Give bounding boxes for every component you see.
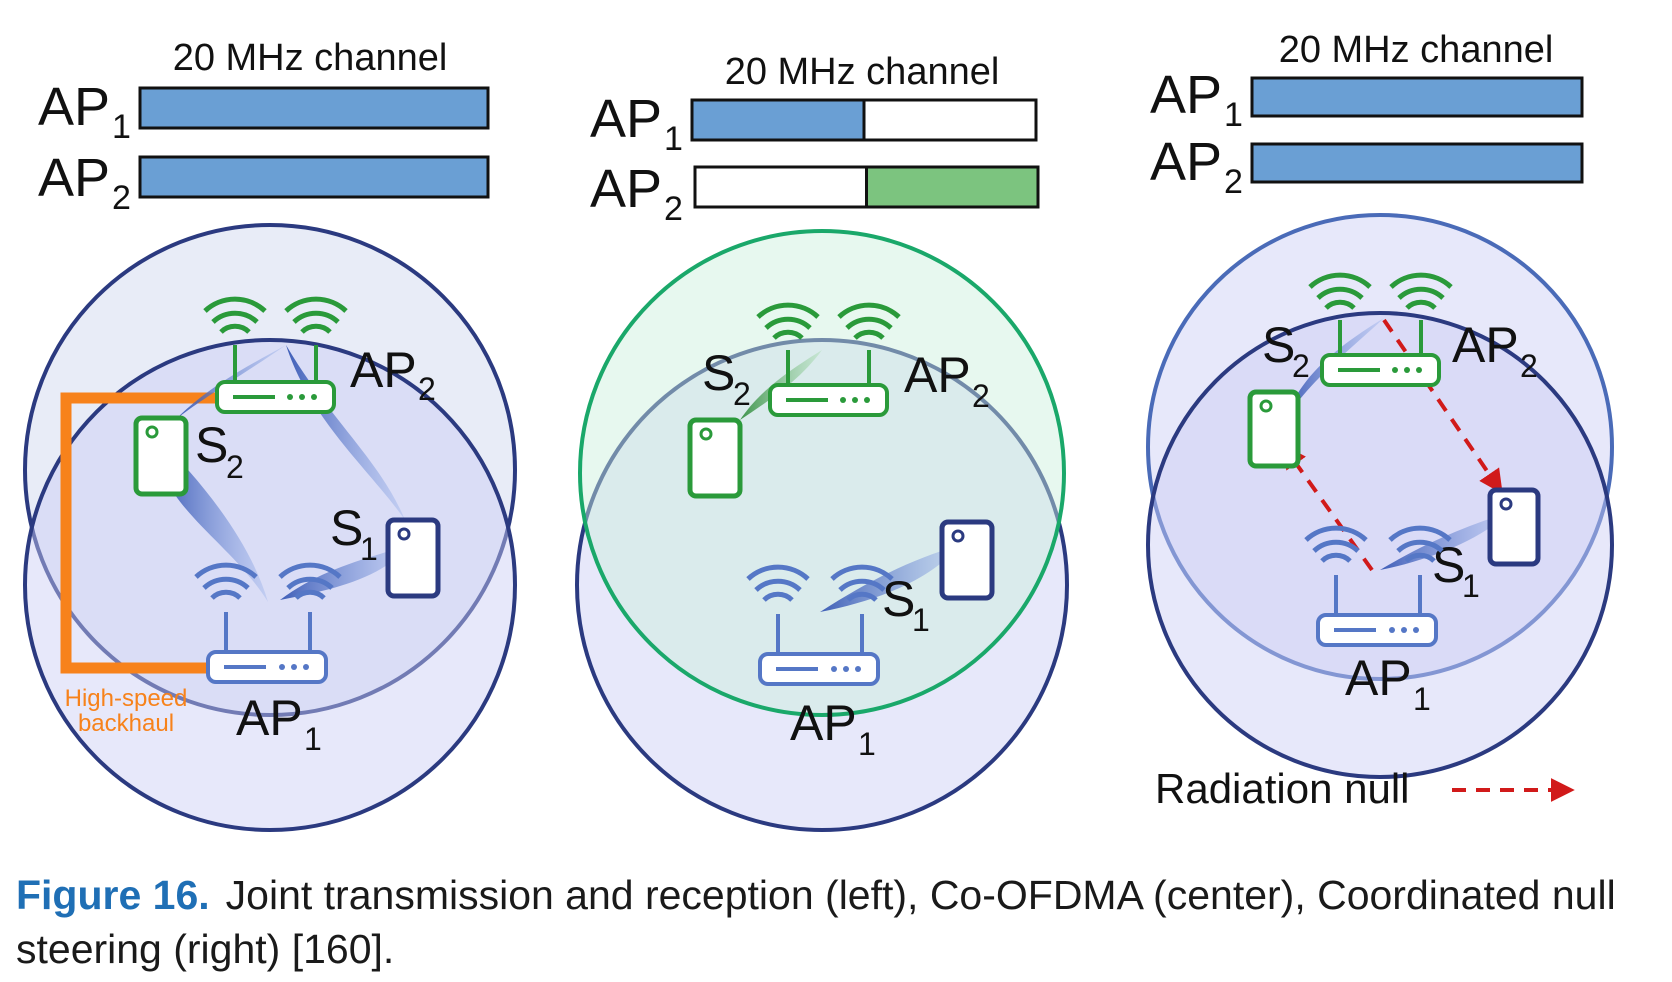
ap1-label-3: AP <box>1345 650 1412 706</box>
backhaul-link <box>60 392 215 674</box>
ap2-router-1 <box>203 296 348 414</box>
s2-label-1: S <box>195 417 228 473</box>
channel-label-1: 20 MHz channel <box>173 37 448 79</box>
ap2-label-3: AP <box>1452 317 1519 373</box>
ap1-bar-sub-1: 1 <box>112 108 131 146</box>
ap2-channel-fill-1 <box>138 155 490 199</box>
ap2-label-sub-1: 2 <box>418 371 436 407</box>
ap2-coverage-circle-2 <box>578 229 1066 717</box>
beam-ap2-to-s1 <box>286 345 405 520</box>
panel-joint-transmission: 20 MHz channel AP 1 AP 2 High-speed back… <box>23 37 517 832</box>
wifi-icon <box>746 564 894 602</box>
ap2-label-sub-3: 2 <box>1520 348 1538 384</box>
backhaul-label-line2: backhaul <box>78 710 174 737</box>
ap2-bar-label-1: AP 2 <box>38 148 131 217</box>
ap2-router-3 <box>1308 272 1453 387</box>
channel-label-3: 20 MHz channel <box>1279 29 1554 71</box>
s2-label-sub-3: 2 <box>1292 348 1310 384</box>
s1-label-1: S <box>330 500 363 556</box>
s1-label-sub-1: 1 <box>360 531 378 567</box>
ap1-bar-sub-2: 1 <box>664 120 683 158</box>
beam-ap2-to-s2 <box>175 345 286 420</box>
s2-label-2: S <box>702 345 735 401</box>
ap1-channel-fill-3 <box>1250 76 1584 118</box>
ap1-bar-text-3: AP <box>1150 65 1222 125</box>
s1-label-sub-3: 1 <box>1462 568 1480 604</box>
wifi-icon <box>1308 272 1453 310</box>
panel-co-ofdma: 20 MHz channel AP 1 AP 2 AP 2 <box>575 51 1069 832</box>
panel-null-steering: 20 MHz channel AP 1 AP 2 AP 2 <box>1146 29 1614 812</box>
wifi-icon <box>756 302 901 340</box>
ap1-label-sub-2: 1 <box>858 726 876 762</box>
null-arrow-ap2-to-s1 <box>1382 318 1503 494</box>
s2-phone-3 <box>1247 389 1301 469</box>
beam-ap1-to-s1 <box>280 545 410 600</box>
ap1-router-1 <box>194 562 342 684</box>
legend-radiation-null: Radiation null <box>1155 765 1410 812</box>
ap2-label-sub-2: 2 <box>972 378 990 414</box>
ap1-channel-fill-1 <box>138 86 490 130</box>
ap2-bar-text-3: AP <box>1150 132 1222 192</box>
s2-phone-2 <box>687 417 743 499</box>
ap1-label-2: AP <box>790 695 857 751</box>
ap1-bar-text-1: AP <box>38 77 110 137</box>
s1-label-sub-2: 1 <box>912 602 930 638</box>
ap1-channel-fill-2 <box>690 98 866 142</box>
wifi-icon <box>194 562 342 600</box>
s1-label-2: S <box>882 571 915 627</box>
ap2-channel-fill-2 <box>865 165 1040 209</box>
s2-phone-1 <box>133 415 189 497</box>
ap2-label-1: AP <box>350 342 417 398</box>
ap2-bar-sub-2: 2 <box>664 190 683 228</box>
ap2-bar-sub-1: 2 <box>112 179 131 217</box>
ap1-bar-label-1: AP 1 <box>38 77 131 146</box>
ap1-bar-text-2: AP <box>590 89 662 149</box>
coordination-diagram: 20 MHz channel AP 1 AP 2 High-speed back… <box>23 29 1614 832</box>
channel-label-2: 20 MHz channel <box>725 51 1000 93</box>
ap1-label-sub-1: 1 <box>304 721 322 757</box>
s2-label-3: S <box>1262 317 1295 373</box>
ap2-router-2 <box>756 302 901 417</box>
ap2-channel-fill-3 <box>1250 142 1584 184</box>
caption-text: Joint transmission and reception (left),… <box>16 872 1616 972</box>
ap2-bar-text-2: AP <box>590 159 662 219</box>
figure-caption: Figure 16. Joint transmission and recepti… <box>16 868 1656 976</box>
s1-phone-1 <box>385 517 441 599</box>
wifi-icon <box>203 296 348 334</box>
ap1-router-3 <box>1304 525 1452 647</box>
ap2-bar-text-1: AP <box>38 148 110 208</box>
ap1-label-1: AP <box>236 690 303 746</box>
s2-label-sub-1: 2 <box>226 449 244 485</box>
backhaul-label-line1: High-speed <box>65 685 188 712</box>
ap2-label-2: AP <box>904 347 971 403</box>
s1-phone-2 <box>939 519 995 601</box>
ap1-label-sub-3: 1 <box>1413 681 1431 717</box>
ap1-bar-sub-3: 1 <box>1224 96 1243 134</box>
ap2-bar-sub-3: 2 <box>1224 163 1243 201</box>
s1-phone-3 <box>1487 487 1541 567</box>
caption-label: Figure 16. <box>16 872 210 918</box>
wifi-icon <box>1304 525 1452 563</box>
ap1-router-2 <box>746 564 894 686</box>
s2-label-sub-2: 2 <box>733 376 751 412</box>
